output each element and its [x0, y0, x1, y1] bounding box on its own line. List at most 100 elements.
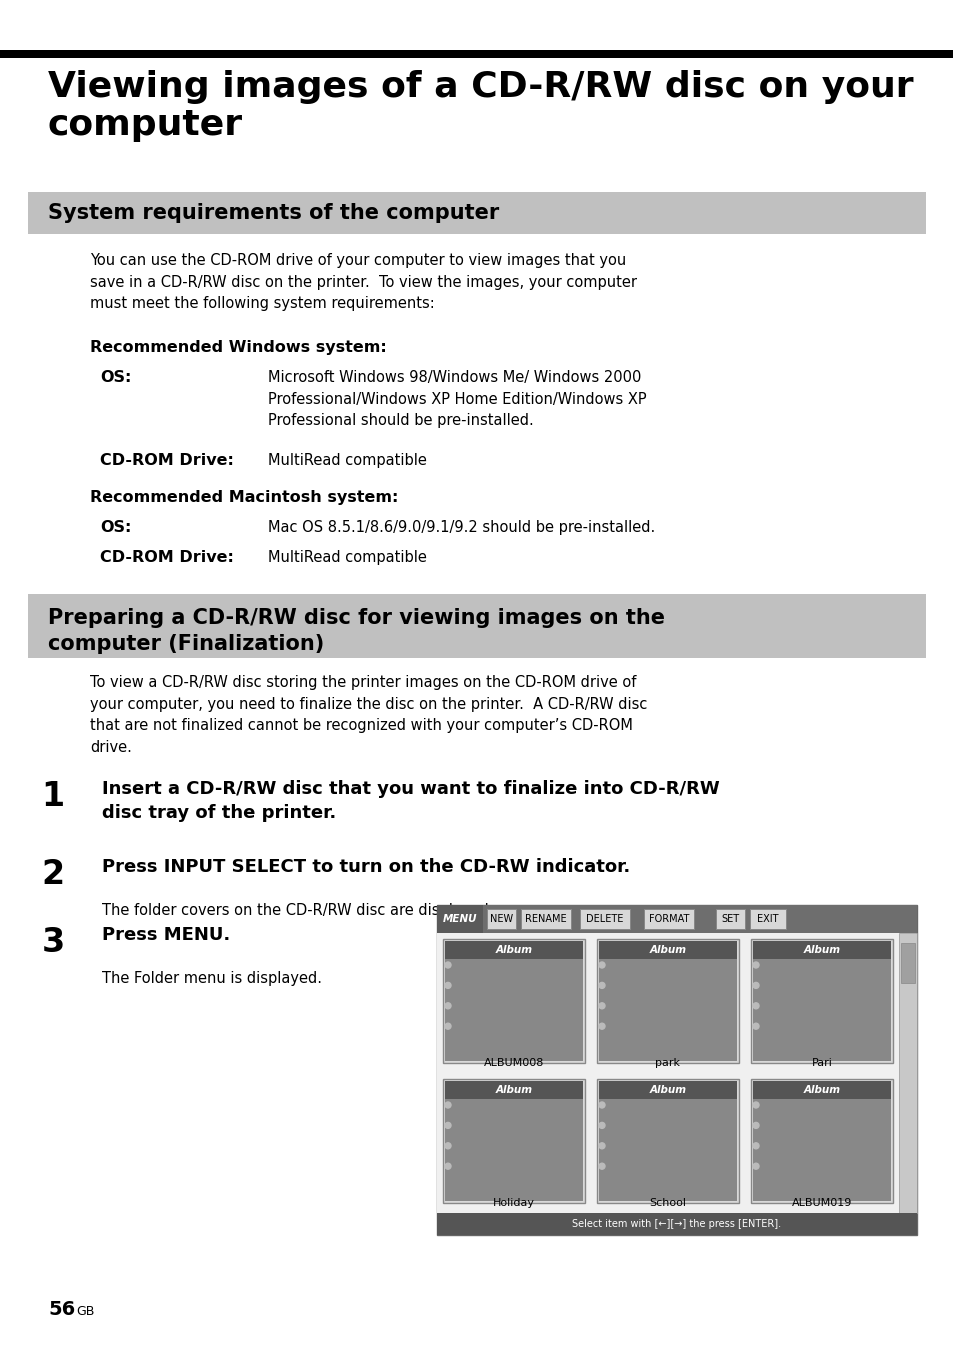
- Bar: [598, 941, 737, 959]
- Bar: [444, 941, 582, 959]
- Text: Album: Album: [649, 945, 686, 955]
- Text: Holiday: Holiday: [493, 1198, 535, 1207]
- Circle shape: [752, 963, 759, 968]
- Text: CD-ROM Drive:: CD-ROM Drive:: [100, 453, 233, 468]
- Bar: [28, 594, 925, 658]
- Circle shape: [752, 1163, 759, 1169]
- Circle shape: [444, 1163, 451, 1169]
- Text: Viewing images of a CD-R/RW disc on your: Viewing images of a CD-R/RW disc on your: [48, 70, 913, 104]
- Text: MENU: MENU: [442, 914, 476, 923]
- Text: Album: Album: [802, 1086, 840, 1095]
- Circle shape: [444, 1142, 451, 1149]
- Circle shape: [444, 963, 451, 968]
- Text: MultiRead compatible: MultiRead compatible: [268, 453, 426, 468]
- Circle shape: [598, 1142, 604, 1149]
- Text: 3: 3: [41, 926, 65, 959]
- Text: FORMAT: FORMAT: [648, 914, 688, 923]
- Bar: [752, 941, 890, 959]
- Bar: [436, 904, 916, 1234]
- Text: Microsoft Windows 98/Windows Me/ Windows 2000
Professional/Windows XP Home Editi: Microsoft Windows 98/Windows Me/ Windows…: [268, 370, 646, 429]
- Text: ALBUM019: ALBUM019: [791, 1198, 851, 1207]
- Text: NEW: NEW: [490, 914, 513, 923]
- Circle shape: [598, 963, 604, 968]
- Text: School: School: [649, 1198, 686, 1207]
- Bar: [900, 942, 914, 983]
- Text: Album: Album: [802, 945, 840, 955]
- Text: The folder covers on the CD-R/RW disc are displayed.: The folder covers on the CD-R/RW disc ar…: [102, 903, 493, 918]
- Circle shape: [752, 1023, 759, 1029]
- Text: OS:: OS:: [100, 370, 132, 385]
- Circle shape: [444, 1003, 451, 1009]
- Text: RENAME: RENAME: [525, 914, 566, 923]
- Bar: [444, 1082, 582, 1099]
- Text: System requirements of the computer: System requirements of the computer: [48, 203, 498, 223]
- Circle shape: [752, 1003, 759, 1009]
- Text: DELETE: DELETE: [586, 914, 623, 923]
- Text: The Folder menu is displayed.: The Folder menu is displayed.: [102, 971, 322, 986]
- Bar: [749, 909, 785, 929]
- Text: GB: GB: [76, 1305, 94, 1318]
- Text: CD-ROM Drive:: CD-ROM Drive:: [100, 550, 233, 565]
- Text: Preparing a CD-R/RW disc for viewing images on the: Preparing a CD-R/RW disc for viewing ima…: [48, 608, 664, 627]
- Text: MultiRead compatible: MultiRead compatible: [268, 550, 426, 565]
- Circle shape: [598, 1003, 604, 1009]
- Circle shape: [444, 1122, 451, 1129]
- Circle shape: [444, 1102, 451, 1109]
- Text: 1: 1: [41, 780, 65, 813]
- Bar: [444, 1099, 582, 1201]
- Text: Select item with [←][→] the press [ENTER].: Select item with [←][→] the press [ENTER…: [572, 1220, 781, 1229]
- Bar: [750, 940, 892, 1063]
- Bar: [486, 909, 516, 929]
- Text: Album: Album: [495, 945, 532, 955]
- Bar: [598, 1082, 737, 1099]
- Text: park: park: [655, 1059, 679, 1068]
- Bar: [0, 50, 953, 58]
- Bar: [752, 1099, 890, 1201]
- Text: 56: 56: [48, 1301, 75, 1320]
- Bar: [716, 909, 744, 929]
- Text: Pari: Pari: [811, 1059, 832, 1068]
- Text: You can use the CD-ROM drive of your computer to view images that you
save in a : You can use the CD-ROM drive of your com…: [90, 253, 637, 311]
- Text: 2: 2: [41, 859, 65, 891]
- Bar: [520, 909, 571, 929]
- Text: To view a CD-R/RW disc storing the printer images on the CD-ROM drive of
your co: To view a CD-R/RW disc storing the print…: [90, 675, 647, 754]
- Text: computer (Finalization): computer (Finalization): [48, 634, 324, 654]
- Text: Album: Album: [495, 1086, 532, 1095]
- Circle shape: [444, 983, 451, 988]
- Bar: [597, 1079, 739, 1203]
- Circle shape: [444, 1023, 451, 1029]
- Text: ALBUM008: ALBUM008: [483, 1059, 543, 1068]
- Text: Recommended Macintosh system:: Recommended Macintosh system:: [90, 489, 398, 506]
- Circle shape: [598, 983, 604, 988]
- Text: OS:: OS:: [100, 521, 132, 535]
- Text: EXIT: EXIT: [757, 914, 778, 923]
- Circle shape: [598, 1122, 604, 1129]
- Bar: [442, 940, 584, 1063]
- Circle shape: [598, 1102, 604, 1109]
- Text: computer: computer: [48, 108, 243, 142]
- Bar: [898, 933, 916, 1213]
- Bar: [750, 1079, 892, 1203]
- Circle shape: [752, 1122, 759, 1129]
- Bar: [597, 940, 739, 1063]
- Text: SET: SET: [720, 914, 739, 923]
- Bar: [436, 904, 482, 933]
- Circle shape: [598, 1023, 604, 1029]
- Bar: [436, 1213, 916, 1234]
- Bar: [442, 1079, 584, 1203]
- Bar: [752, 1082, 890, 1099]
- Bar: [436, 904, 916, 933]
- Text: Recommended Windows system:: Recommended Windows system:: [90, 339, 386, 356]
- Bar: [598, 1099, 737, 1201]
- Bar: [436, 933, 898, 1213]
- Bar: [579, 909, 629, 929]
- Text: Press MENU.: Press MENU.: [102, 926, 230, 944]
- Text: Album: Album: [649, 1086, 686, 1095]
- Bar: [752, 959, 890, 1061]
- Bar: [28, 192, 925, 234]
- Bar: [598, 959, 737, 1061]
- Text: Press INPUT SELECT to turn on the CD-RW indicator.: Press INPUT SELECT to turn on the CD-RW …: [102, 859, 630, 876]
- Bar: [444, 959, 582, 1061]
- Circle shape: [752, 1142, 759, 1149]
- Circle shape: [752, 983, 759, 988]
